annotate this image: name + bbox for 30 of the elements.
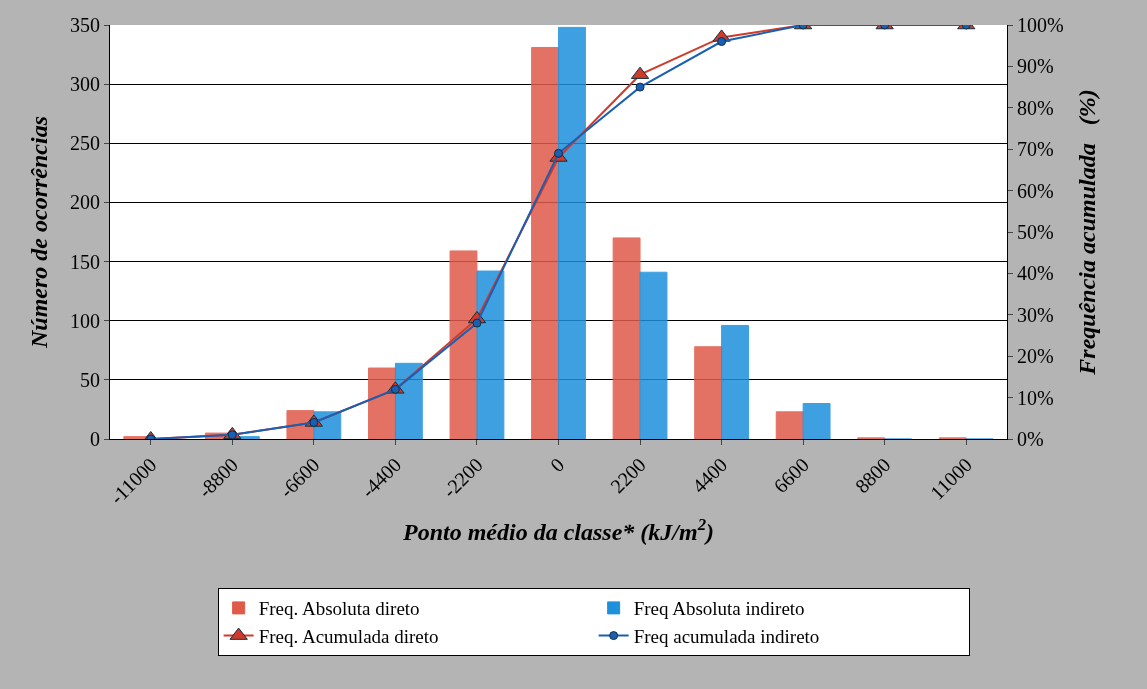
y-tick-label: 50 xyxy=(80,368,100,391)
y2-tick-label: 20% xyxy=(1017,345,1054,368)
legend-label: Freq Absoluta indireto xyxy=(633,598,805,620)
x-axis-title: Ponto médio da classe* (kJ/m$^{2}$) xyxy=(401,514,715,545)
y2-tick-label: 90% xyxy=(1017,55,1054,78)
y2-tick-label: 50% xyxy=(1017,221,1054,243)
legend-label: Freq acumulada indireto xyxy=(633,626,820,647)
y-tick-label: 150 xyxy=(70,250,100,273)
y-tick-label: 300 xyxy=(70,73,100,96)
y-axis-title: Número de ocorrências xyxy=(26,116,53,349)
y-tick-label: 350 xyxy=(70,14,100,36)
x-tick-label: 6600 xyxy=(769,453,814,498)
legend-label: Freq. Absoluta direto xyxy=(258,598,420,620)
y2-tick-label: 80% xyxy=(1017,96,1054,119)
y-tick-label: 200 xyxy=(70,191,100,214)
y-tick-label: 0 xyxy=(90,428,100,450)
y2-tick-label: 70% xyxy=(1017,138,1054,161)
y2-tick-label: 0% xyxy=(1017,428,1044,450)
legend-label: Freq. Acumulada direto xyxy=(258,626,439,647)
y2-tick-label: 30% xyxy=(1017,303,1054,326)
y2-tick-label: 10% xyxy=(1017,386,1054,409)
y-tick-label: 100 xyxy=(70,309,100,332)
y2-tick-label: 100% xyxy=(1017,14,1064,36)
x-tick-label: 0 xyxy=(545,453,569,476)
x-tick-label: 8800 xyxy=(850,453,895,498)
y-tick-label: 250 xyxy=(70,132,100,155)
x-tick-label: 4400 xyxy=(687,453,732,498)
y2-tick-label: 60% xyxy=(1017,179,1054,202)
y2-tick-label: 40% xyxy=(1017,262,1054,285)
y2-axis-title: Frequência acumulada (%) xyxy=(1073,89,1100,376)
